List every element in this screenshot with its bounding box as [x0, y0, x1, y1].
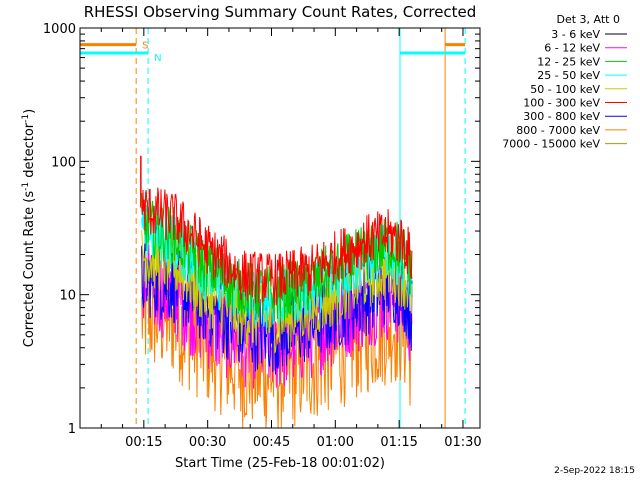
- x-axis-label: Start Time (25-Feb-18 00:01:02): [175, 456, 385, 471]
- legend-label: 50 - 100 keV: [530, 83, 600, 96]
- y-label-sup1: -1: [21, 182, 31, 191]
- x-tick-label: 00:45: [253, 435, 290, 450]
- legend-label: 12 - 25 keV: [537, 55, 600, 68]
- y-tick-label: 100: [51, 155, 76, 170]
- plot-frame: [79, 27, 481, 429]
- legend-label: 7000 - 15000 keV: [502, 138, 600, 151]
- y-tick-label: 1: [68, 422, 76, 437]
- flag-markers: SN: [80, 41, 466, 64]
- y-label-main: Corrected Count Rate (s: [22, 191, 37, 348]
- y-tick-label: 10: [59, 289, 76, 304]
- chart-title: RHESSI Observing Summary Count Rates, Co…: [84, 3, 477, 21]
- x-tick-label: 01:30: [444, 435, 481, 450]
- y-label-mid: detector: [22, 122, 37, 182]
- series-line-6-12keV: [141, 244, 413, 389]
- legend-title: Det 3, Att 0: [557, 13, 621, 26]
- flag-label-N: N: [154, 53, 161, 64]
- legend-label: 25 - 50 keV: [537, 69, 600, 82]
- legend-label: 800 - 7000 keV: [516, 124, 600, 137]
- y-tick-label: 1000: [43, 22, 76, 37]
- legend-label: 100 - 300 keV: [523, 97, 600, 110]
- y-label-sup2: -1: [21, 114, 31, 123]
- axis-ticks: 00:15 00:30 00:45 01:00 01:15 01:30 1 10 100 1000: [43, 22, 482, 450]
- y-label-end: ): [22, 109, 37, 114]
- series-group: [140, 155, 413, 429]
- legend-label: 6 - 12 keV: [544, 42, 600, 55]
- legend-label: 3 - 6 keV: [551, 28, 600, 41]
- x-tick-label: 00:30: [189, 435, 226, 450]
- x-tick-label: 00:15: [125, 435, 162, 450]
- legend-label: 300 - 800 keV: [523, 110, 600, 123]
- series-line-100-300keV: [141, 187, 413, 306]
- x-tick-label: 01:15: [380, 435, 417, 450]
- flag-label-S: S: [142, 41, 148, 52]
- footer-timestamp: 2-Sep-2022 18:15: [554, 466, 635, 476]
- x-tick-label: 01:00: [317, 435, 354, 450]
- y-axis-label: Corrected Count Rate (s-1 detector-1): [21, 109, 37, 347]
